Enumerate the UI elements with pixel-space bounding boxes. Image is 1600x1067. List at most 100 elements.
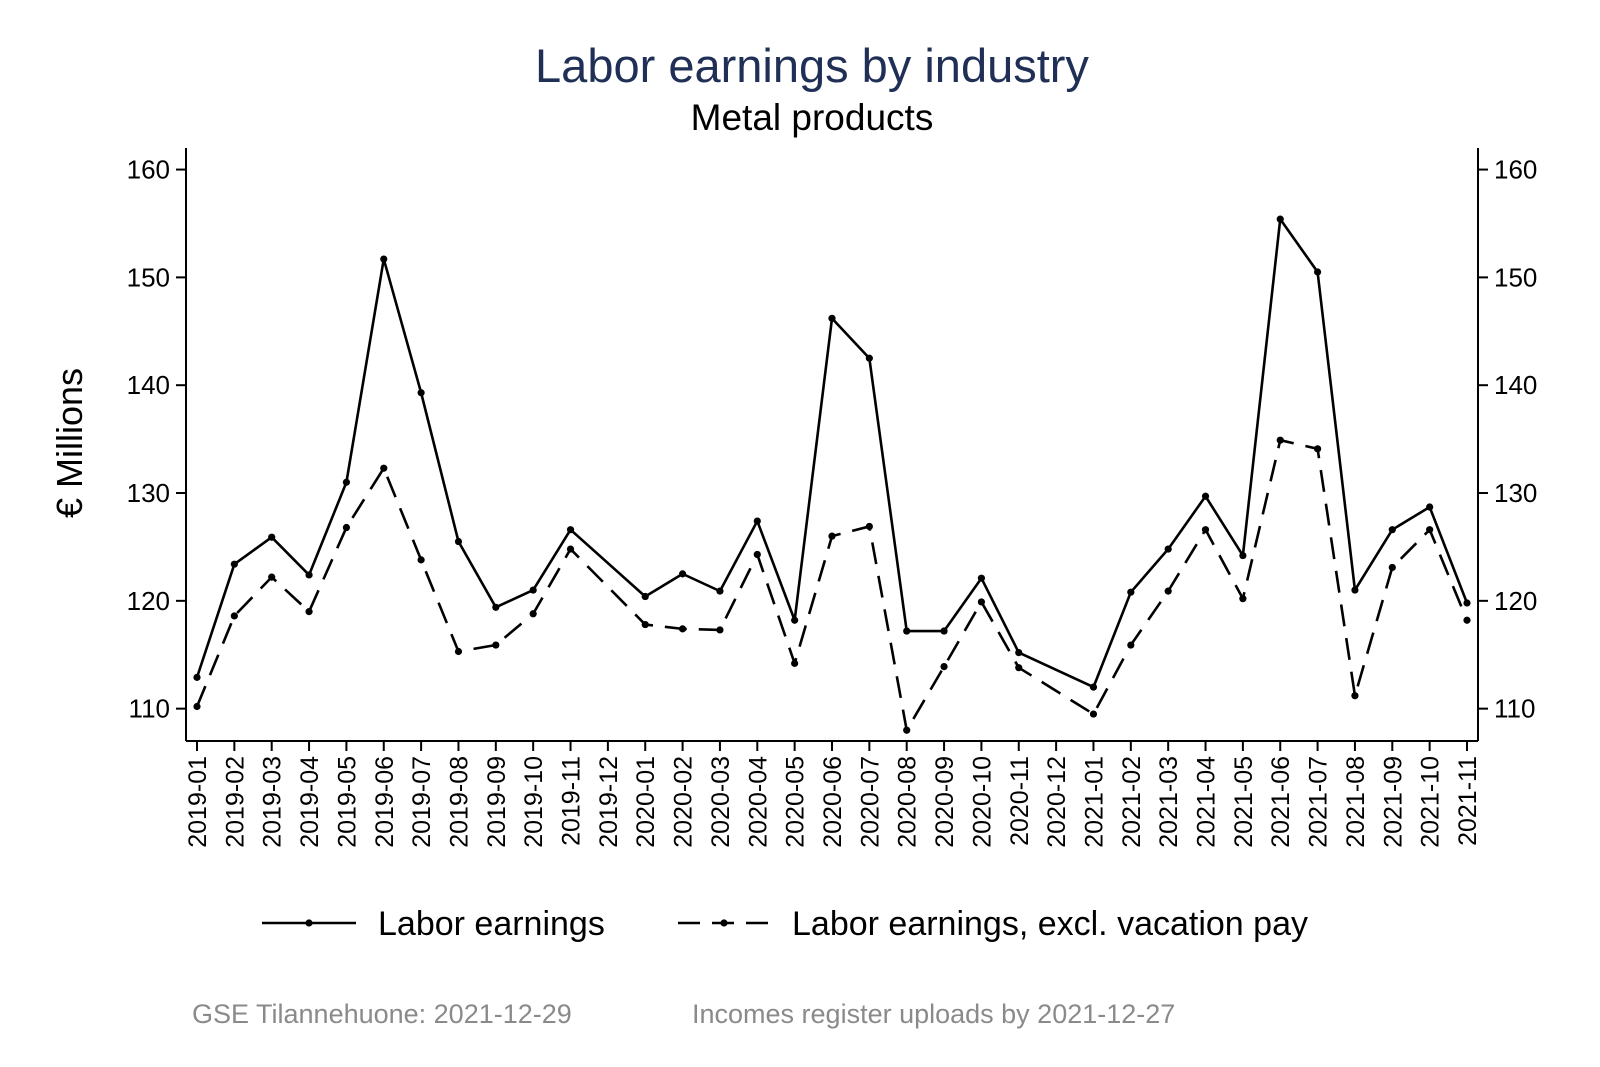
point-labor-earnings <box>566 526 575 534</box>
point-labor-earnings <box>641 592 649 601</box>
x-tick-label: 2019-04 <box>296 756 324 848</box>
x-tick-label: 2019-03 <box>259 756 287 848</box>
point-excl-vacation-pay <box>566 545 575 553</box>
point-labor-earnings <box>865 354 873 362</box>
point-excl-vacation-pay <box>1463 616 1471 624</box>
point-labor-earnings <box>716 587 724 595</box>
x-tick-label: 2020-12 <box>1043 756 1071 848</box>
x-tick-label: 2021-01 <box>1080 756 1108 848</box>
point-labor-earnings <box>417 389 425 397</box>
point-labor-earnings <box>492 603 500 611</box>
point-excl-vacation-pay <box>1015 664 1023 672</box>
point-labor-earnings <box>940 627 948 635</box>
point-excl-vacation-pay <box>716 626 724 634</box>
x-tick-label: 2020-06 <box>819 756 847 848</box>
y-tick-label-right: 130 <box>1494 478 1537 508</box>
y-tick-label-left: 160 <box>127 155 170 185</box>
point-labor-earnings <box>678 570 687 578</box>
point-excl-vacation-pay <box>1426 526 1434 534</box>
point-excl-vacation-pay <box>1164 587 1172 595</box>
legend-marker-labor-earnings <box>305 919 313 927</box>
y-tick-label-left: 130 <box>127 478 170 508</box>
x-tick-label: 2019-12 <box>595 756 623 848</box>
y-tick-label-right: 160 <box>1494 155 1537 185</box>
point-labor-earnings <box>454 537 463 546</box>
legend-marker-excl-vacation-pay <box>720 919 728 927</box>
point-excl-vacation-pay <box>828 532 836 540</box>
source-note: GSE Tilannehuone: 2021-12-29 <box>192 999 572 1029</box>
x-tick-label: 2020-11 <box>1006 756 1034 846</box>
point-excl-vacation-pay <box>1351 692 1359 700</box>
point-labor-earnings <box>1313 268 1322 276</box>
point-excl-vacation-pay <box>1239 595 1247 603</box>
point-labor-earnings <box>1201 492 1210 500</box>
point-excl-vacation-pay <box>641 620 649 629</box>
point-excl-vacation-pay <box>865 522 873 531</box>
x-tick-label: 2019-06 <box>371 756 399 848</box>
point-labor-earnings <box>1463 599 1471 607</box>
x-tick-label: 2021-04 <box>1193 756 1221 848</box>
axes: 110 110 120 120 130 130 140 140 150 150 160 160 2019… <box>127 148 1537 848</box>
y-tick-label-right: 110 <box>1494 694 1535 724</box>
point-excl-vacation-pay <box>1201 526 1210 534</box>
point-labor-earnings <box>529 586 537 594</box>
point-excl-vacation-pay <box>529 610 537 618</box>
x-tick-label: 2020-01 <box>632 756 660 848</box>
point-excl-vacation-pay <box>305 608 313 616</box>
point-excl-vacation-pay <box>1276 436 1284 444</box>
x-tick-label: 2019-01 <box>184 756 212 848</box>
point-labor-earnings <box>342 478 351 486</box>
point-excl-vacation-pay <box>753 550 761 559</box>
chart-subtitle: Metal products <box>691 97 934 138</box>
point-excl-vacation-pay <box>977 598 986 606</box>
point-labor-earnings <box>977 574 986 582</box>
x-tick-label: 2020-03 <box>707 756 735 848</box>
point-excl-vacation-pay <box>492 641 500 649</box>
point-excl-vacation-pay <box>1313 445 1322 453</box>
x-tick-label: 2021-03 <box>1155 756 1183 848</box>
point-labor-earnings <box>1089 683 1098 691</box>
y-tick-label-left: 140 <box>127 370 170 400</box>
legend: Labor earnings Labor earnings, excl. vaca… <box>262 905 1308 943</box>
y-axis-label: € Millions <box>49 368 90 518</box>
x-tick-label: 2020-10 <box>968 756 996 848</box>
y-tick-label-left: 110 <box>129 694 170 724</box>
x-tick-label: 2021-06 <box>1267 756 1295 848</box>
point-labor-earnings <box>268 533 276 541</box>
x-tick-label: 2019-11 <box>558 756 586 846</box>
point-labor-earnings <box>791 616 799 624</box>
point-labor-earnings <box>753 517 761 525</box>
point-excl-vacation-pay <box>454 647 463 656</box>
point-excl-vacation-pay <box>903 726 911 734</box>
point-labor-earnings <box>380 255 388 263</box>
x-tick-label: 2021-10 <box>1417 756 1445 848</box>
point-excl-vacation-pay <box>342 523 351 532</box>
point-excl-vacation-pay <box>940 663 948 671</box>
legend-label-labor-earnings: Labor earnings <box>378 905 605 943</box>
point-labor-earnings <box>1164 545 1172 553</box>
x-tick-label: 2019-08 <box>445 756 473 848</box>
x-tick-label: 2020-02 <box>670 756 698 848</box>
series-layer <box>193 215 1471 734</box>
x-tick-label: 2019-10 <box>520 756 548 848</box>
point-excl-vacation-pay <box>193 702 201 711</box>
point-excl-vacation-pay <box>417 556 425 564</box>
point-excl-vacation-pay <box>1127 641 1135 649</box>
legend-label-excl-vacation-pay: Labor earnings, excl. vacation pay <box>792 905 1308 943</box>
x-tick-label: 2020-05 <box>782 756 810 848</box>
y-tick-label-left: 150 <box>127 262 170 292</box>
point-labor-earnings <box>1388 526 1396 534</box>
x-tick-label: 2020-07 <box>856 756 884 848</box>
point-labor-earnings <box>193 673 201 681</box>
point-labor-earnings <box>230 560 238 568</box>
series-line-labor-earnings <box>195 217 1469 689</box>
point-excl-vacation-pay <box>1388 563 1396 572</box>
point-labor-earnings <box>903 627 911 635</box>
point-labor-earnings <box>1127 588 1135 596</box>
upload-note: Incomes register uploads by 2021-12-27 <box>692 999 1175 1029</box>
point-labor-earnings <box>1351 586 1359 594</box>
point-labor-earnings <box>1276 215 1284 223</box>
x-tick-label: 2020-08 <box>894 756 922 848</box>
x-tick-label: 2021-08 <box>1342 756 1370 848</box>
